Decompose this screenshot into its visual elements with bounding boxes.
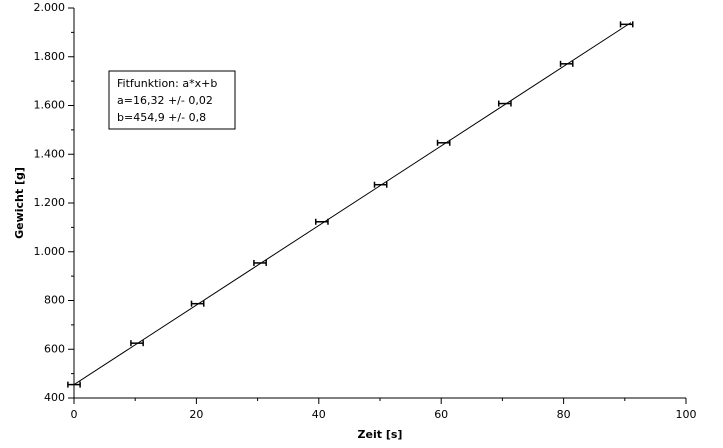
y-tick-label: 1.200 bbox=[34, 196, 66, 209]
error-bar bbox=[559, 60, 574, 67]
y-tick-label: 1.800 bbox=[34, 50, 66, 63]
y-axis-label: Gewicht [g] bbox=[13, 167, 26, 239]
error-bar bbox=[130, 340, 144, 347]
x-tick-label: 0 bbox=[71, 408, 78, 421]
error-bar bbox=[373, 181, 388, 188]
y-tick-label: 1.000 bbox=[34, 245, 66, 258]
annotation-line: Fitfunktion: a*x+b bbox=[117, 77, 217, 90]
annotation-line: a=16,32 +/- 0,02 bbox=[117, 94, 213, 107]
x-tick-label: 80 bbox=[557, 408, 571, 421]
fit-line bbox=[73, 22, 632, 386]
error-bar bbox=[619, 21, 634, 28]
y-tick-label: 1.400 bbox=[34, 147, 66, 160]
y-tick-label: 400 bbox=[44, 391, 65, 404]
annotation-line: b=454,9 +/- 0,8 bbox=[117, 111, 206, 124]
y-tick-label: 1.600 bbox=[34, 99, 66, 112]
x-tick-label: 60 bbox=[434, 408, 448, 421]
error-bar bbox=[497, 100, 512, 107]
y-tick-label: 2.000 bbox=[34, 1, 66, 14]
y-tick-label: 600 bbox=[44, 342, 65, 355]
x-axis-label: Zeit [s] bbox=[358, 428, 403, 441]
x-tick-label: 100 bbox=[676, 408, 697, 421]
annotation-box bbox=[108, 70, 236, 130]
error-bar bbox=[314, 218, 329, 225]
error-bar bbox=[253, 259, 267, 266]
error-bar bbox=[436, 139, 451, 146]
error-bar bbox=[190, 300, 205, 307]
y-tick-label: 800 bbox=[44, 294, 65, 307]
x-tick-label: 40 bbox=[312, 408, 326, 421]
x-tick-label: 20 bbox=[189, 408, 203, 421]
error-bar bbox=[67, 381, 81, 388]
